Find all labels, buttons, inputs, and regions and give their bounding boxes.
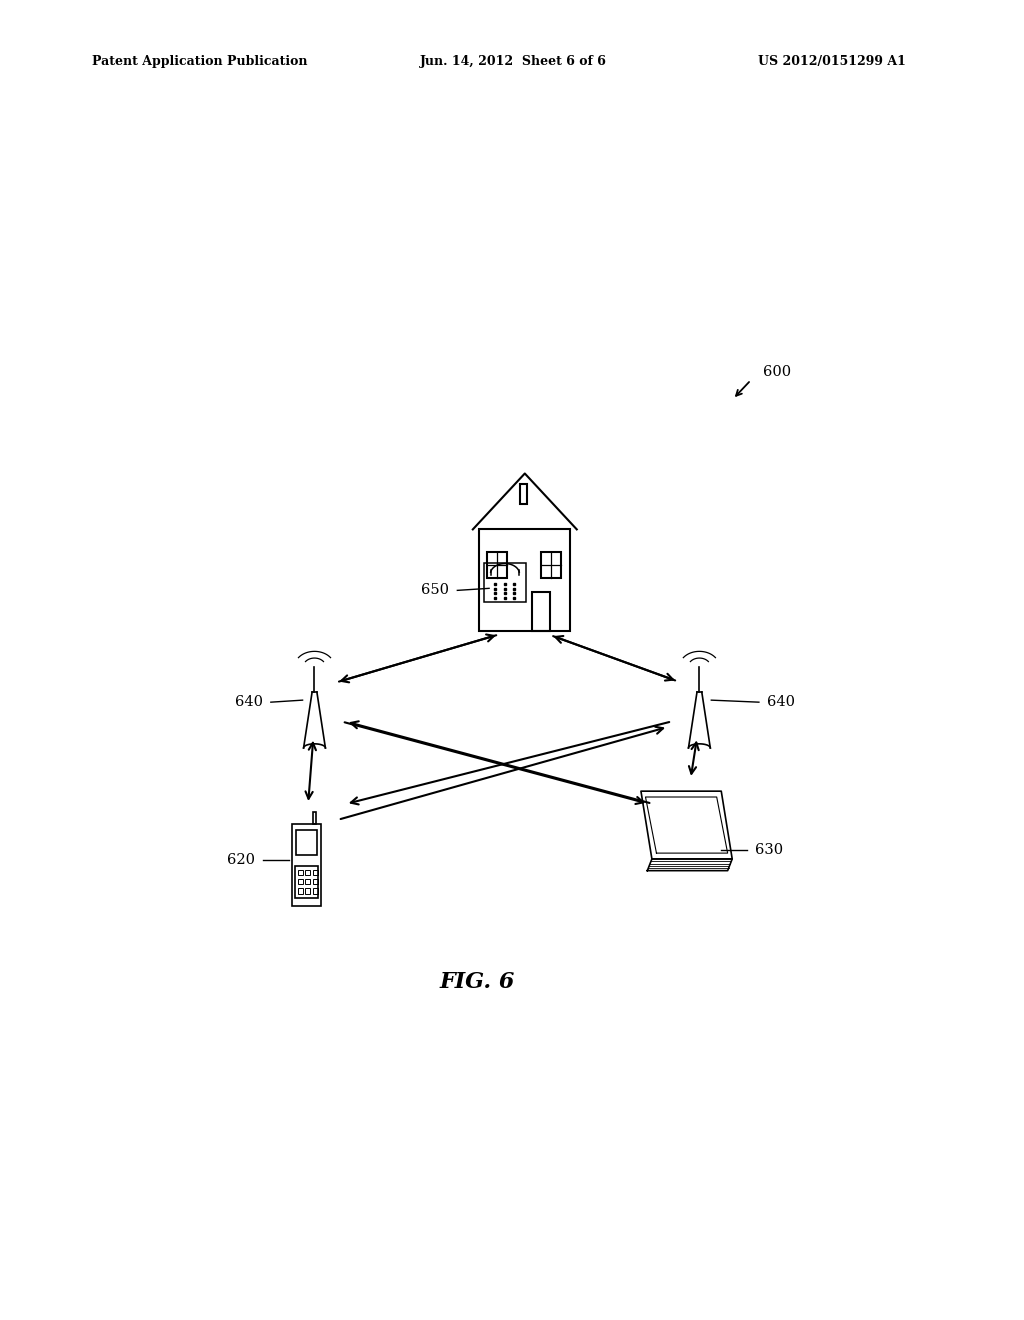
Text: 620: 620 [227, 853, 255, 867]
Text: 640: 640 [767, 696, 795, 709]
Bar [292, 824, 321, 906]
Bar [298, 879, 303, 884]
Bar [532, 593, 550, 631]
Bar [313, 879, 318, 884]
Bar [298, 870, 303, 875]
Bar [305, 888, 310, 894]
Text: FIG. 6: FIG. 6 [439, 970, 515, 993]
Text: 600: 600 [763, 364, 791, 379]
Bar [520, 483, 526, 504]
Bar [487, 553, 508, 578]
Bar [313, 888, 318, 894]
Text: 640: 640 [234, 696, 263, 709]
Text: 650: 650 [422, 583, 450, 598]
Bar [305, 879, 310, 884]
Bar [479, 529, 570, 631]
Bar [296, 830, 317, 855]
Text: Patent Application Publication: Patent Application Publication [92, 55, 307, 69]
Text: Jun. 14, 2012  Sheet 6 of 6: Jun. 14, 2012 Sheet 6 of 6 [420, 55, 606, 69]
Bar [313, 812, 316, 824]
Text: US 2012/0151299 A1: US 2012/0151299 A1 [758, 55, 905, 69]
Bar [313, 870, 318, 875]
Bar [484, 562, 526, 602]
Text: 630: 630 [755, 842, 783, 857]
Bar [298, 888, 303, 894]
Bar [305, 870, 310, 875]
Bar [295, 866, 318, 898]
Bar [542, 553, 561, 578]
